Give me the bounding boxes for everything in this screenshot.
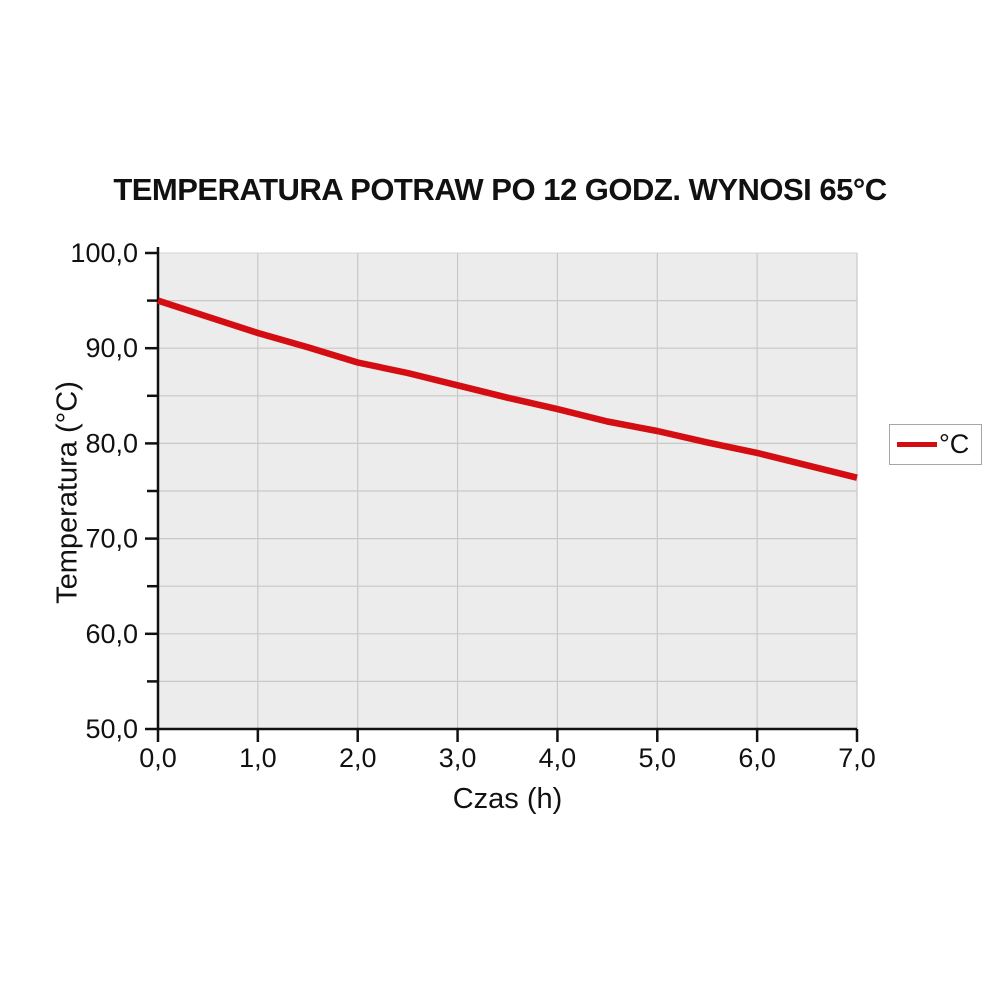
legend-label: °C: [939, 429, 970, 459]
x-axis-title: Czas (h): [452, 783, 563, 815]
y-tick-label: 50,0: [85, 714, 138, 744]
x-tick-label: 3,0: [439, 743, 477, 773]
x-tick-label: 7,0: [838, 743, 876, 773]
legend-line-swatch-icon: [897, 442, 937, 447]
y-tick-label: 70,0: [85, 524, 138, 554]
x-tick-label: 6,0: [738, 743, 776, 773]
y-tick-label: 60,0: [85, 619, 138, 649]
y-tick-label: 100,0: [70, 238, 138, 268]
chart-title: TEMPERATURA POTRAW PO 12 GODZ. WYNOSI 65…: [113, 172, 887, 207]
legend: °C: [889, 424, 982, 465]
y-tick-label: 90,0: [85, 333, 138, 363]
x-tick-label: 2,0: [339, 743, 377, 773]
y-tick-label: 80,0: [85, 428, 138, 458]
x-tick-label: 5,0: [639, 743, 677, 773]
series-line-°C: [156, 297, 858, 481]
plot-area: 50,0 60,0 70,0 80,0 90,0 100,0 0,0 1,0 2,0 3,0 4,0…: [70, 238, 875, 773]
x-tick-label: 1,0: [239, 743, 277, 773]
y-axis-title: Temperatura (°C): [51, 381, 84, 604]
x-tick-label: 0,0: [139, 743, 177, 773]
x-tick-label: 4,0: [539, 743, 577, 773]
